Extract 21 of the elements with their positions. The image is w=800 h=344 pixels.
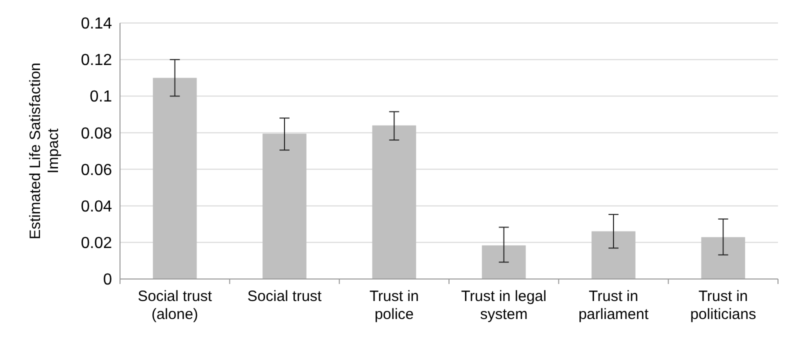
y-tick-label: 0.1 bbox=[90, 88, 112, 106]
bar bbox=[262, 134, 306, 279]
bar bbox=[701, 237, 746, 279]
bar bbox=[372, 125, 416, 279]
bar bbox=[592, 231, 636, 279]
y-tick-label: 0.12 bbox=[80, 52, 112, 70]
x-tick-label: Trust in parliament bbox=[578, 288, 650, 323]
y-tick-label: 0.06 bbox=[80, 162, 112, 179]
x-tick-label: Trust in politicians bbox=[690, 288, 756, 323]
y-tick-label: 0.04 bbox=[80, 198, 112, 216]
y-tick-label: 0.02 bbox=[80, 235, 112, 252]
y-axis-title: Estimated Life Satisfaction Impact bbox=[27, 62, 62, 240]
y-tick-label: 0 bbox=[103, 272, 112, 289]
x-tick-label: Trust in police bbox=[369, 288, 419, 323]
x-tick-label: Social trust bbox=[247, 288, 322, 305]
y-tick-label: 0.14 bbox=[80, 16, 112, 33]
x-tick-label: Social trust (alone) bbox=[138, 288, 213, 323]
y-tick-label: 0.08 bbox=[80, 125, 112, 142]
bar bbox=[152, 78, 197, 279]
bar bbox=[482, 245, 526, 279]
x-tick-label: Trust in legal system bbox=[461, 288, 546, 323]
